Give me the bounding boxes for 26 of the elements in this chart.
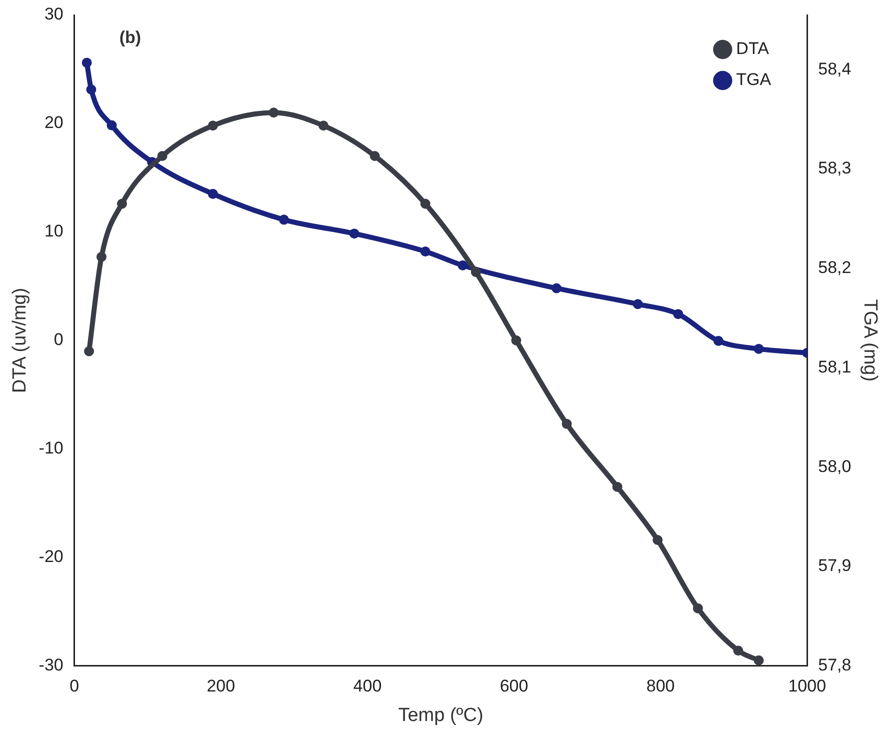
y-tick-label: -10 (38, 438, 64, 458)
y-tick-label: 0 (54, 330, 64, 350)
y-tick-label: 20 (44, 113, 64, 132)
x-tick-label: 800 (646, 676, 675, 696)
y2-tick-label: 57,8 (818, 655, 852, 674)
y-tick-label: -30 (38, 655, 64, 674)
y-axis-title: DTA (uv/mg) (10, 288, 31, 394)
x-axis-title: Temp (ºC) (398, 704, 484, 726)
x-tick-label: 400 (353, 676, 382, 696)
y2-tick-label: 58,0 (818, 456, 852, 476)
y2-tick-label: 58,3 (818, 158, 852, 178)
legend-label: TGA (736, 70, 772, 90)
y2-tick-label: 58,2 (818, 258, 852, 278)
y2-tick-label: 58,1 (818, 357, 852, 376)
x-tick-label: 200 (206, 676, 236, 696)
y2-tick-label: 57,9 (818, 556, 852, 576)
y-tick-label: 10 (44, 222, 64, 241)
annotation: (b) (119, 28, 142, 48)
x-tick-label: 0 (70, 676, 80, 696)
y2-tick-label: 58,4 (818, 59, 852, 78)
y-tick-label: 30 (44, 4, 64, 24)
x-tick-label: 1000 (788, 676, 826, 696)
legend-label: DTA (736, 39, 770, 58)
y2-axis-title: TGA (mg) (859, 299, 880, 382)
x-tick-label: 600 (500, 676, 528, 696)
y-tick-label: -20 (38, 547, 64, 566)
